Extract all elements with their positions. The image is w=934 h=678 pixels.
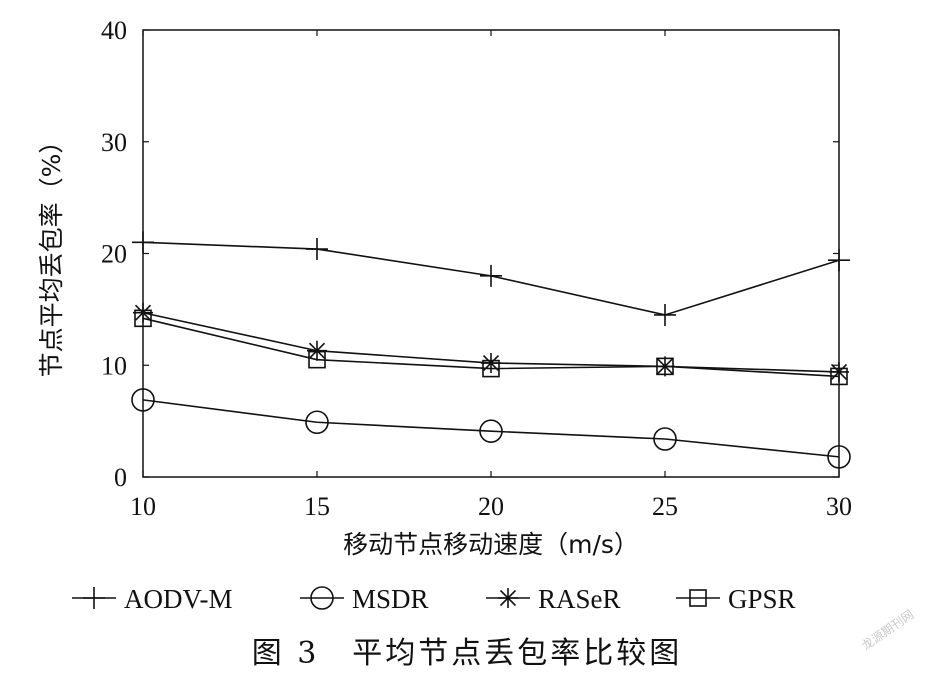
x-tick-label: 25: [652, 492, 678, 521]
y-axis-title: 节点平均丢包率（%）: [37, 129, 66, 378]
data-point-square: [656, 357, 674, 376]
legend: AODV-M MSDR RASeR GPSR: [72, 584, 796, 614]
x-tick-label: 30: [826, 492, 852, 521]
legend-marker-circle: [310, 586, 334, 610]
y-tick-label: 20: [101, 240, 127, 269]
data-point-square: [308, 350, 326, 369]
x-tick-label: 20: [478, 492, 504, 521]
data-point-asterisk: [829, 361, 849, 382]
series-layer: [131, 231, 851, 469]
data-point-circle: [131, 388, 155, 412]
legend-marker-plus: [83, 587, 105, 609]
series-line: [142, 399, 840, 458]
series-gpsr: [134, 309, 848, 386]
data-point-square: [134, 309, 152, 328]
legend-item: MSDR: [300, 584, 429, 614]
legend-label: AODV-M: [124, 584, 233, 614]
data-point-plus: [654, 303, 676, 326]
data-point-circle: [827, 445, 851, 469]
legend-label: RASeR: [538, 584, 621, 614]
y-tick-label: 40: [101, 16, 127, 45]
series-aodv-m: [132, 231, 850, 326]
figure-caption: 图 3 平均节点丢包率比较图: [251, 636, 683, 671]
x-axis-title: 移动节点移动速度（m/s）: [343, 530, 639, 559]
legend-label: GPSR: [728, 584, 796, 614]
data-point-plus: [480, 264, 502, 287]
data-point-circle: [479, 419, 503, 443]
legend-marker-asterisk: [498, 588, 518, 608]
y-tick-label: 0: [114, 463, 127, 492]
legend-item: GPSR: [676, 584, 796, 614]
y-tick-label: 10: [101, 351, 127, 380]
legend-label: MSDR: [352, 584, 429, 614]
legend-marker-square: [689, 589, 707, 607]
legend-item: AODV-M: [72, 584, 233, 614]
x-tick-label: 15: [304, 492, 330, 521]
legend-item: RASeR: [486, 584, 621, 614]
data-point-plus: [306, 238, 328, 261]
series-msdr: [131, 388, 851, 469]
y-tick-label: 30: [101, 128, 127, 157]
data-point-plus: [132, 231, 154, 254]
data-point-square: [482, 359, 500, 378]
data-point-asterisk: [133, 302, 153, 323]
data-point-asterisk: [481, 353, 501, 374]
data-point-circle: [305, 410, 329, 435]
x-tick-label: 10: [130, 492, 156, 521]
data-point-square: [830, 367, 848, 386]
data-point-circle: [653, 427, 677, 451]
plot-frame: [142, 29, 840, 478]
series-line: [142, 317, 840, 378]
data-point-plus: [828, 249, 850, 272]
data-point-asterisk: [307, 340, 327, 361]
